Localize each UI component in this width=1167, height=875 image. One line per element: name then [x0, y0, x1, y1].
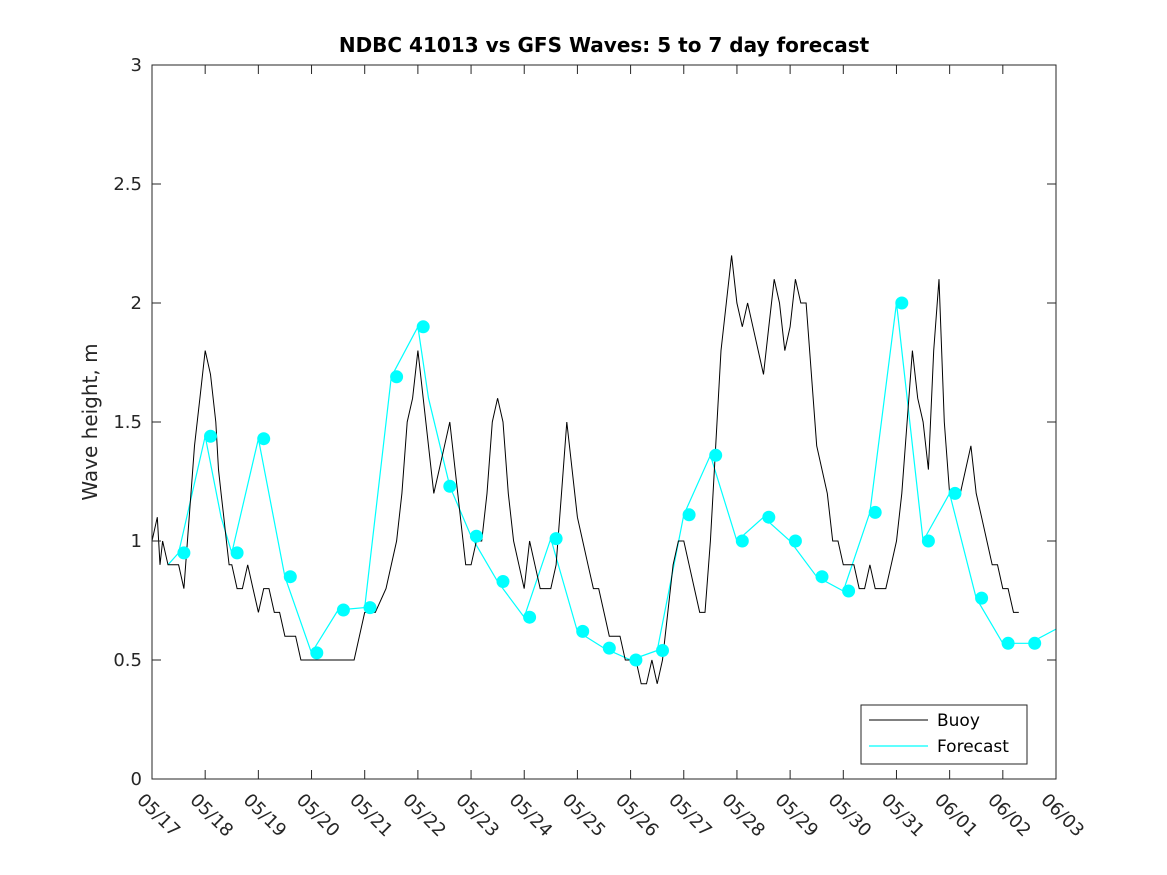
forecast-point [416, 320, 430, 334]
forecast-point [469, 529, 483, 543]
forecast-point [602, 641, 616, 655]
legend-buoy-label: Buoy [937, 711, 980, 731]
y-tick-label: 2.5 [113, 174, 142, 195]
forecast-point [921, 534, 935, 548]
forecast-point [390, 370, 404, 384]
forecast-point [709, 448, 723, 462]
forecast-point [656, 644, 669, 657]
legend-box [860, 704, 1028, 765]
y-tick-label: 2 [131, 293, 142, 314]
forecast-point [629, 653, 643, 667]
forecast-point [177, 546, 191, 560]
forecast-point [842, 584, 856, 598]
forecast-point [895, 296, 909, 310]
legend: Buoy Forecast [860, 704, 1028, 765]
forecast-point [523, 610, 537, 624]
forecast-point [788, 534, 802, 548]
forecast-point [975, 591, 989, 605]
chart-title: NDBC 41013 vs GFS Waves: 5 to 7 day fore… [339, 33, 870, 57]
forecast-point [310, 646, 324, 660]
buoy-line [151, 255, 1019, 685]
y-tick-label: 1 [131, 531, 142, 552]
forecast-point [443, 479, 457, 493]
y-tick-label: 1.5 [113, 412, 142, 433]
forecast-point [549, 532, 563, 546]
plot-area [152, 65, 1056, 779]
forecast-point [257, 432, 271, 446]
forecast-point [336, 603, 350, 617]
forecast-markers [177, 296, 1042, 667]
forecast-point [576, 624, 590, 638]
forecast-point [682, 508, 696, 522]
forecast-point [1001, 636, 1015, 650]
legend-forecast-label: Forecast [937, 737, 1009, 757]
forecast-point [230, 546, 244, 560]
y-axis-label: Wave height, m [78, 343, 102, 500]
y-tick-label: 0.5 [113, 650, 142, 671]
forecast-point [815, 570, 829, 584]
forecast-point [496, 575, 510, 588]
y-tick-label: 3 [131, 55, 142, 76]
y-axis-ticks: 0 0.5 1 1.5 2 2.5 3 [113, 55, 1056, 790]
forecast-point [204, 429, 217, 443]
forecast-point [283, 570, 297, 584]
forecast-point [735, 534, 749, 548]
y-tick-label: 0 [131, 769, 142, 790]
forecast-point [948, 486, 962, 500]
forecast-point [868, 505, 882, 519]
forecast-point [1028, 636, 1042, 650]
forecast-point [762, 510, 776, 524]
forecast-point [363, 601, 377, 615]
buoy-series-line [151, 255, 1019, 685]
